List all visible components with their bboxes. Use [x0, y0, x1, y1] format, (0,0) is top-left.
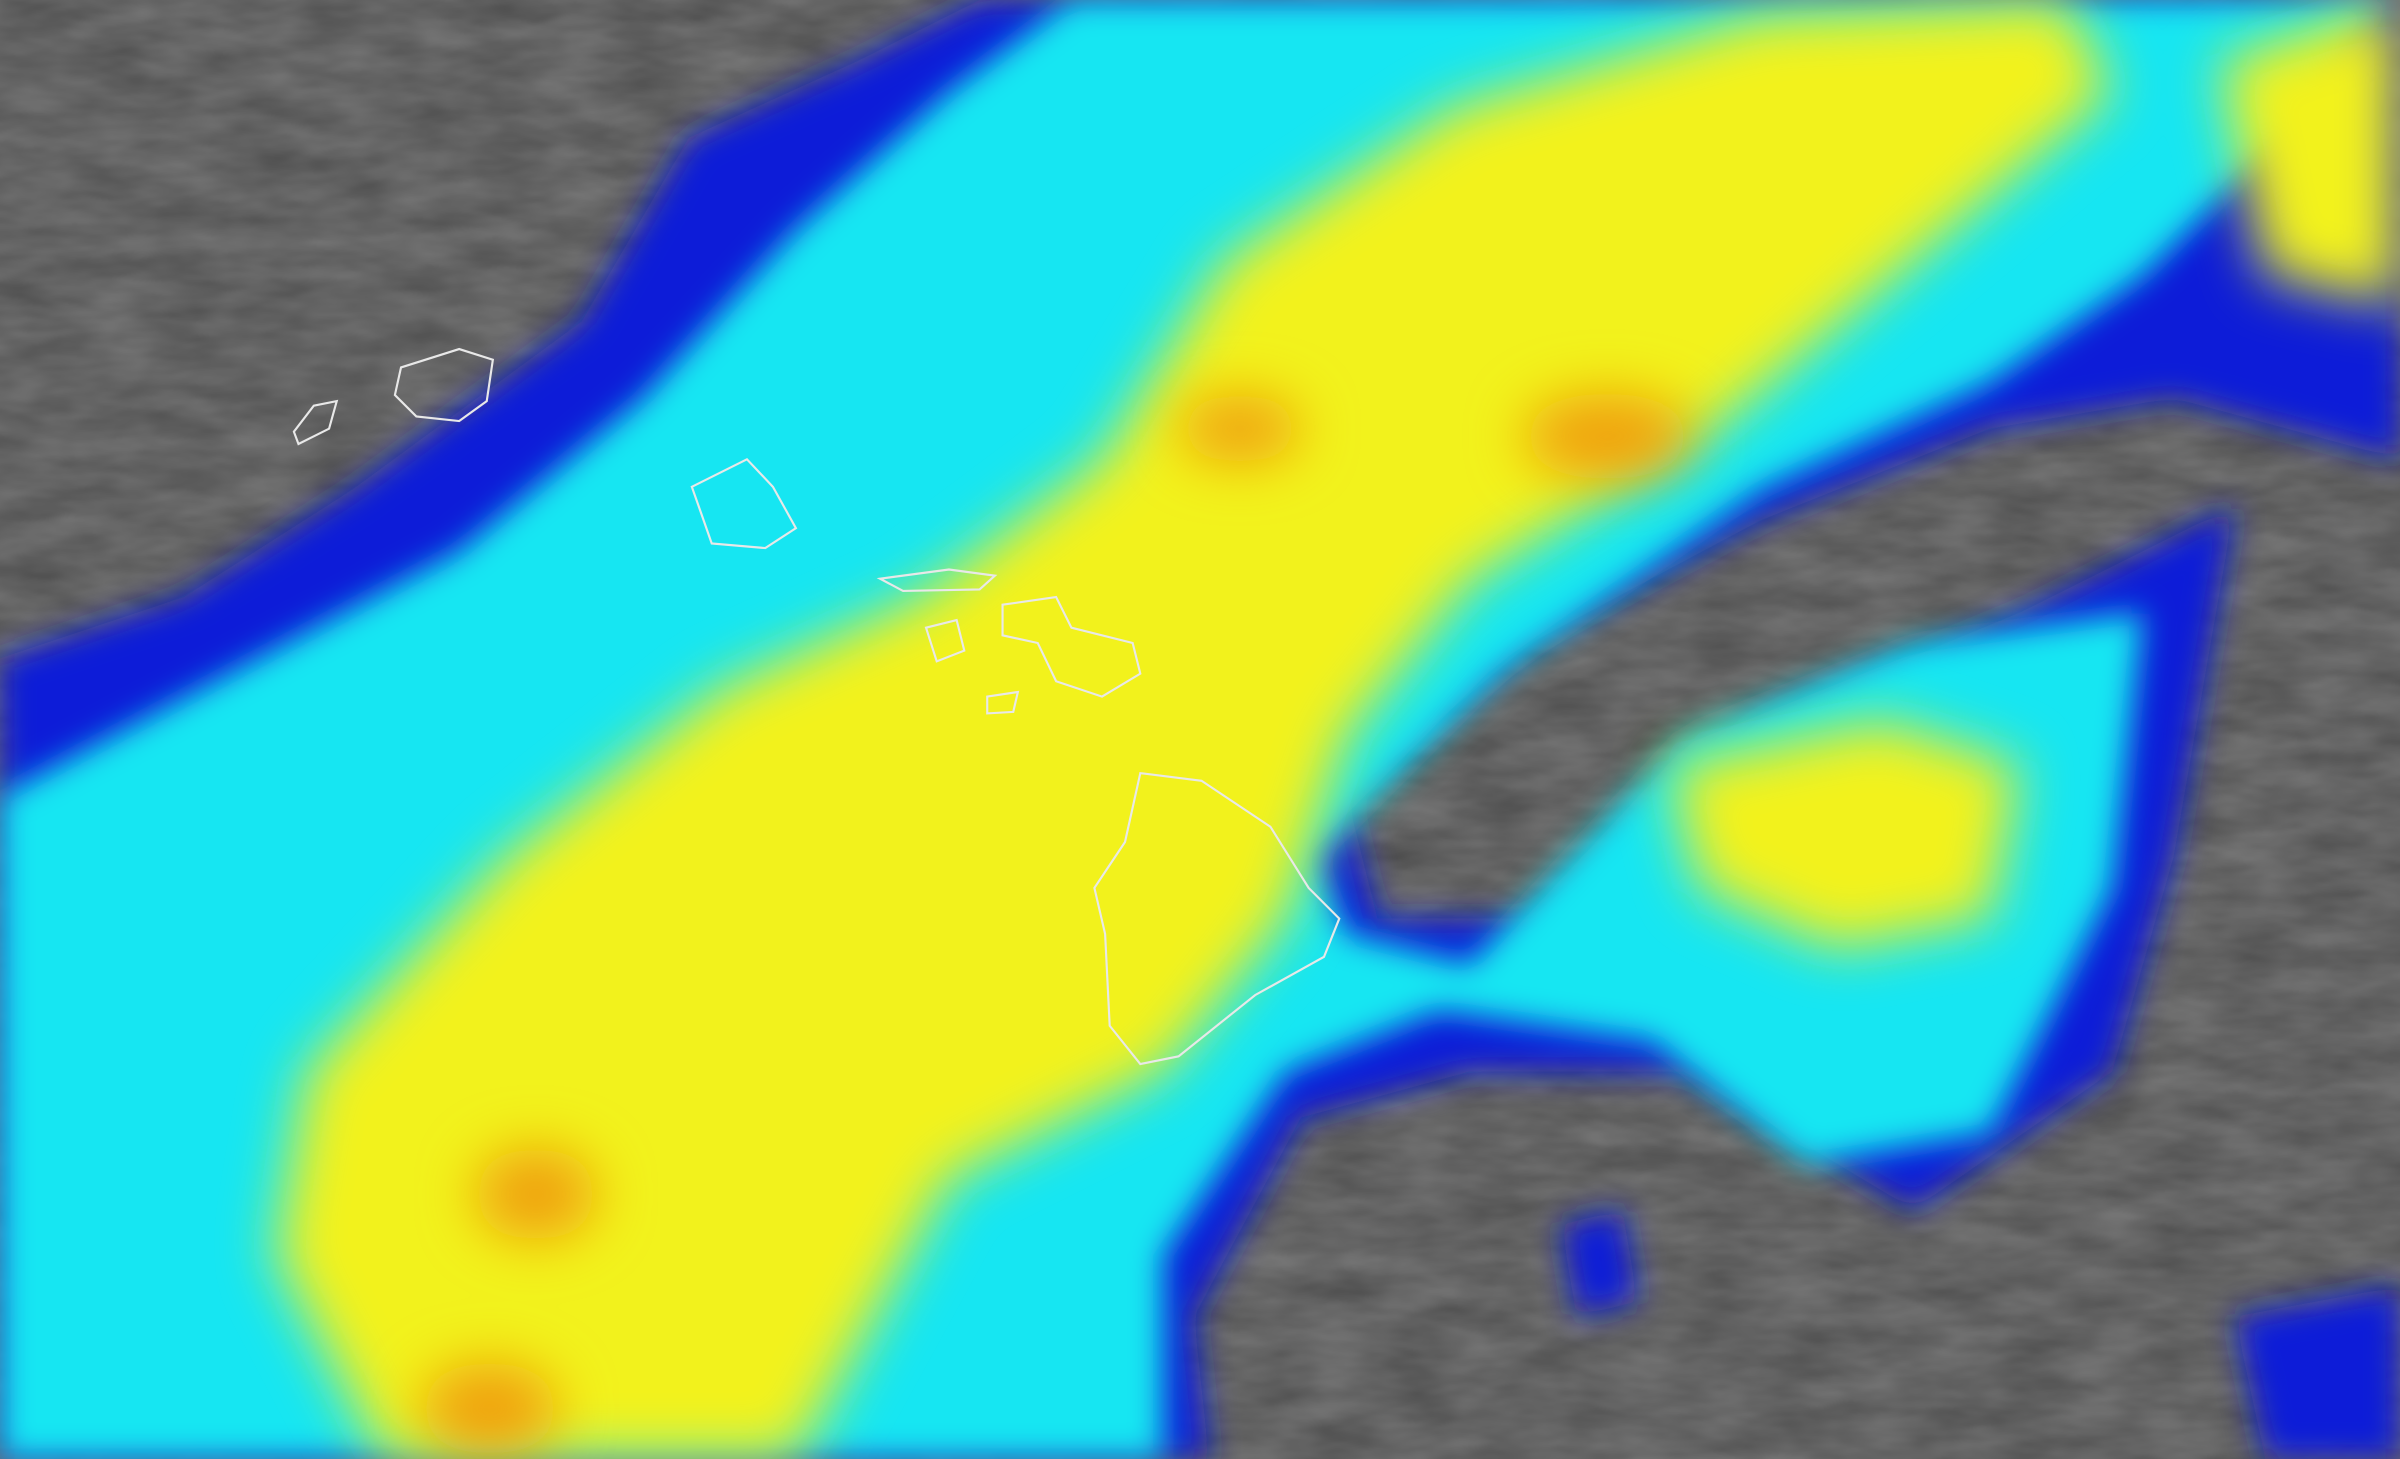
cloud-top-spots — [420, 393, 1692, 1455]
island-niihau-outline — [292, 399, 339, 446]
island-maui-outline — [1001, 595, 1142, 698]
cloud-high-layer — [275, 0, 2400, 1459]
island-oahu-outline — [690, 457, 798, 550]
island-molokai-outline — [876, 568, 998, 593]
coastlines — [292, 347, 1341, 1066]
island-kauai-outline — [393, 347, 495, 423]
island-hawaii-outline — [1093, 771, 1341, 1066]
island-kahoolawe-outline — [986, 690, 1020, 715]
island-lanai-outline — [924, 618, 966, 663]
